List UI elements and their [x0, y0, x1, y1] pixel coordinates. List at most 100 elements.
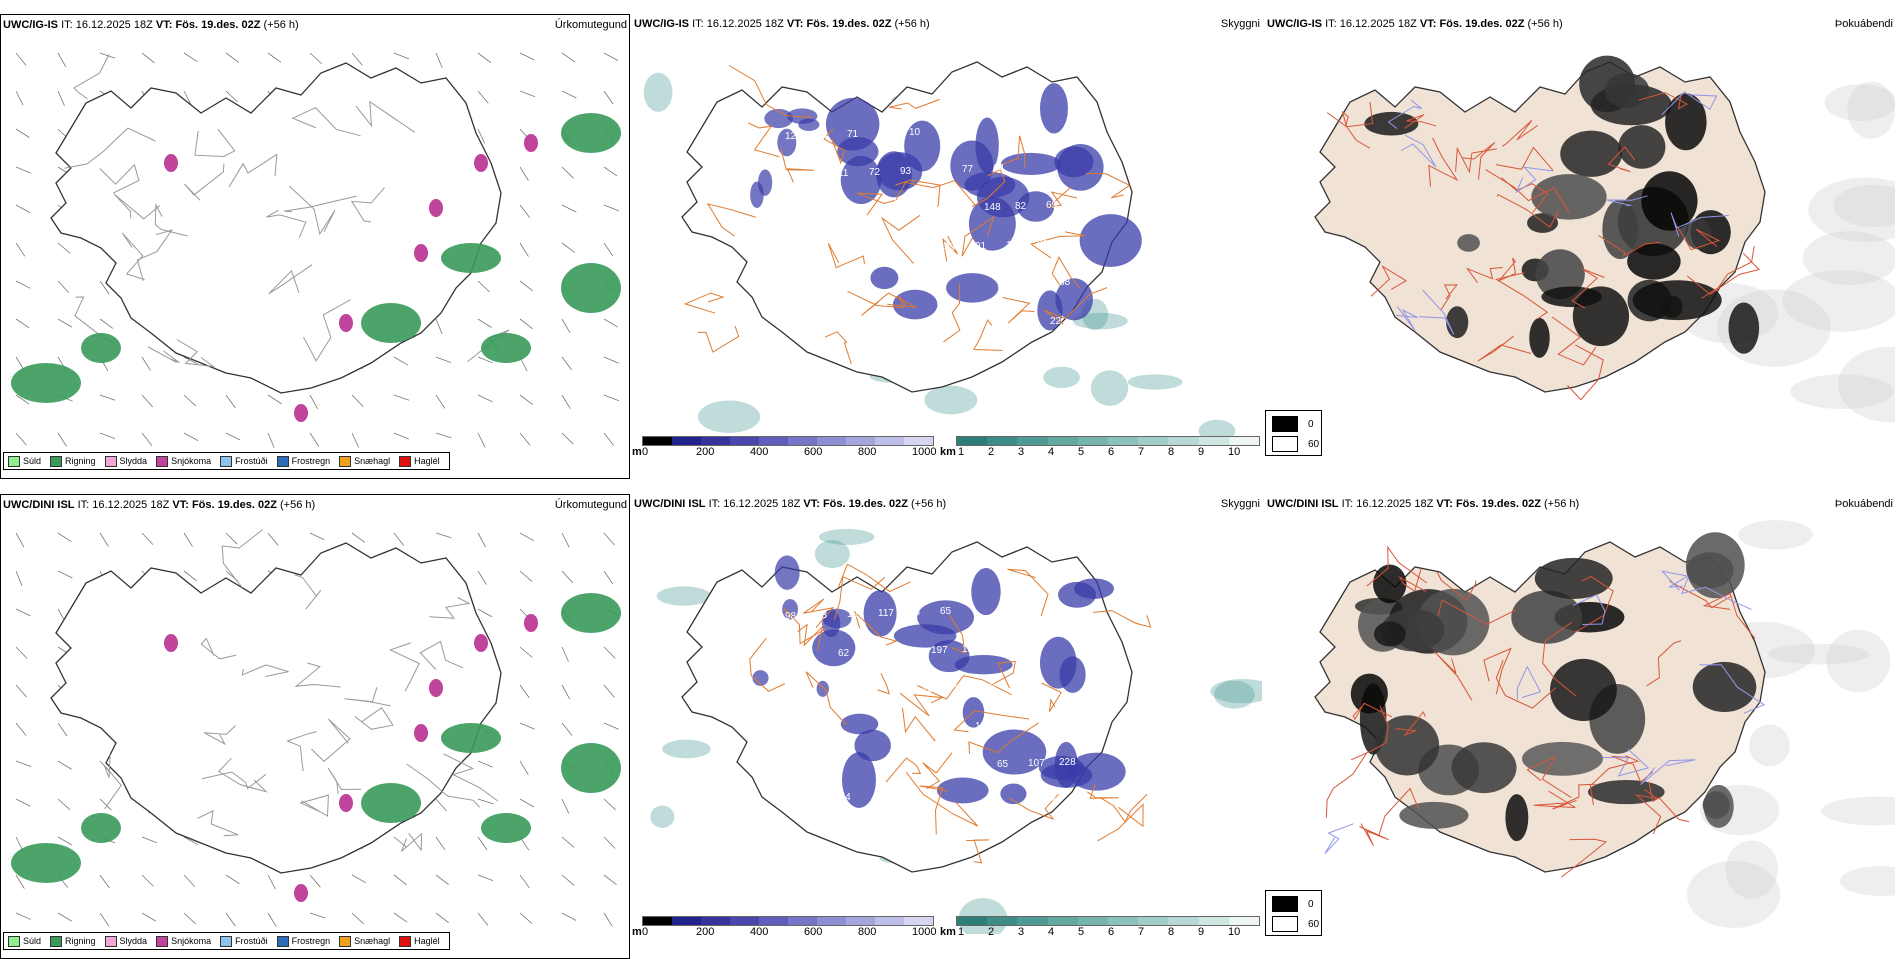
road-line: [406, 763, 480, 808]
fog-index-blob: [1457, 234, 1480, 252]
colorbar-step: [759, 437, 788, 445]
elevation-blob: [842, 752, 876, 808]
road-line: [1634, 789, 1662, 835]
wind-barb: [477, 394, 493, 403]
road-line: [1097, 803, 1144, 842]
wind-barb: [15, 684, 27, 698]
panel-header: UWC/IG-IS IT: 16.12.2025 18Z VT: Fös. 19…: [634, 18, 930, 30]
road-line: [748, 122, 780, 158]
cloud-value-label: 114: [900, 646, 916, 657]
road-line: [1501, 119, 1538, 147]
colorbar-step: [875, 437, 904, 445]
fog-index-blob: [1560, 130, 1623, 177]
road-line: [1516, 665, 1542, 700]
road-line: [1352, 702, 1393, 721]
elevation-blob: [863, 590, 897, 637]
wind-barb: [603, 204, 620, 212]
road-line: [1085, 172, 1131, 199]
road-line: [286, 731, 317, 772]
elevation-blob: [1000, 152, 1061, 176]
road-line: [1485, 169, 1570, 213]
road-line: [147, 346, 180, 364]
colorbar-tick: 2: [988, 926, 995, 938]
cloud-value-label: 152: [803, 793, 820, 804]
colorbar-step: [817, 437, 846, 445]
cloud-value-label: 93: [816, 610, 828, 621]
colorbar-step: [957, 437, 988, 445]
precip-legend-item: Snæhagl: [339, 935, 390, 947]
wind-barb: [477, 280, 490, 293]
legend-label: Slydda: [119, 936, 148, 946]
road-line: [1008, 793, 1059, 821]
wind-barb: [519, 280, 533, 292]
road-line: [749, 637, 786, 692]
colorbar-step: [1228, 437, 1260, 445]
wind-barb: [141, 532, 154, 545]
road-line: [797, 623, 824, 650]
road-line: [176, 339, 216, 368]
fog-index-blob: [1665, 93, 1707, 151]
cloud-value-label: 80: [803, 313, 815, 324]
colorbar-tick: 600: [804, 926, 823, 938]
cloud-value-label: 79: [1050, 796, 1062, 807]
fog-index-blob: [1534, 557, 1613, 599]
colorbar-tick: 4: [1048, 926, 1055, 938]
panel-header: UWC/DINI ISL IT: 16.12.2025 18Z VT: Fös.…: [634, 498, 947, 510]
wind-barb: [519, 166, 529, 181]
wind-barb: [57, 722, 68, 737]
road-line: [827, 242, 866, 269]
fog-index-blob: [1446, 306, 1469, 339]
colorbar-tick: 400: [750, 446, 769, 458]
precip-legend-item: Snæhagl: [339, 455, 391, 467]
elevation-blob: [774, 555, 800, 590]
legend-label: Snæhagl: [354, 456, 391, 466]
legend-label: Súld: [23, 456, 42, 466]
precip-legend-item: Slydda: [104, 935, 148, 947]
road-line: [443, 753, 499, 802]
fog-haze: [1687, 860, 1781, 929]
road-line: [1702, 592, 1756, 640]
cloud-value-label: 94: [953, 203, 965, 214]
legend-label: Snjókoma: [171, 936, 212, 946]
fog-legend-label: 0: [1308, 418, 1314, 430]
colorbar-step: [1198, 437, 1229, 445]
elevation-blob: [1039, 83, 1068, 134]
snow-area: [474, 634, 488, 652]
road-line: [299, 794, 329, 817]
road-line: [1092, 610, 1152, 628]
elevation-blob: [876, 152, 923, 191]
fog-legend-row: 60: [1272, 436, 1319, 452]
cloud-value-label: 102: [750, 276, 767, 287]
road-line: [1681, 577, 1752, 610]
cloud-value-label: 93: [878, 128, 890, 139]
wind-barb: [15, 242, 26, 257]
cloud-value-label: 144: [772, 794, 789, 805]
road-line: [1345, 101, 1374, 149]
rain-area: [561, 593, 621, 633]
cloud-patch: [662, 739, 711, 759]
road-line: [194, 128, 236, 158]
legend-swatch: [156, 455, 169, 467]
colorbar-tick: 6: [1108, 446, 1115, 458]
elevation-blob: [928, 640, 970, 673]
wind-barb: [309, 394, 319, 410]
elevation-blob: [825, 97, 880, 151]
wind-barb: [15, 204, 31, 214]
rain-area: [11, 363, 81, 403]
road-line: [942, 235, 959, 262]
road-line: [1051, 256, 1081, 289]
road-line: [1462, 142, 1496, 180]
wind-barb: [477, 52, 492, 63]
fog-index-blob: [1550, 658, 1617, 722]
wind-barb: [519, 318, 533, 330]
cloud-value-label: 228: [1059, 757, 1076, 768]
colorbar-tick: 1: [958, 446, 965, 458]
wind-barb: [393, 532, 405, 546]
wind-barb: [15, 166, 31, 174]
wind-barb: [267, 394, 282, 405]
road-line: [901, 707, 936, 742]
precip-legend-item: Haglél: [399, 935, 440, 947]
colorbar-tick: 1000: [912, 926, 937, 938]
elevation-blob: [782, 598, 799, 620]
cloud-value-label: 118: [750, 756, 766, 767]
